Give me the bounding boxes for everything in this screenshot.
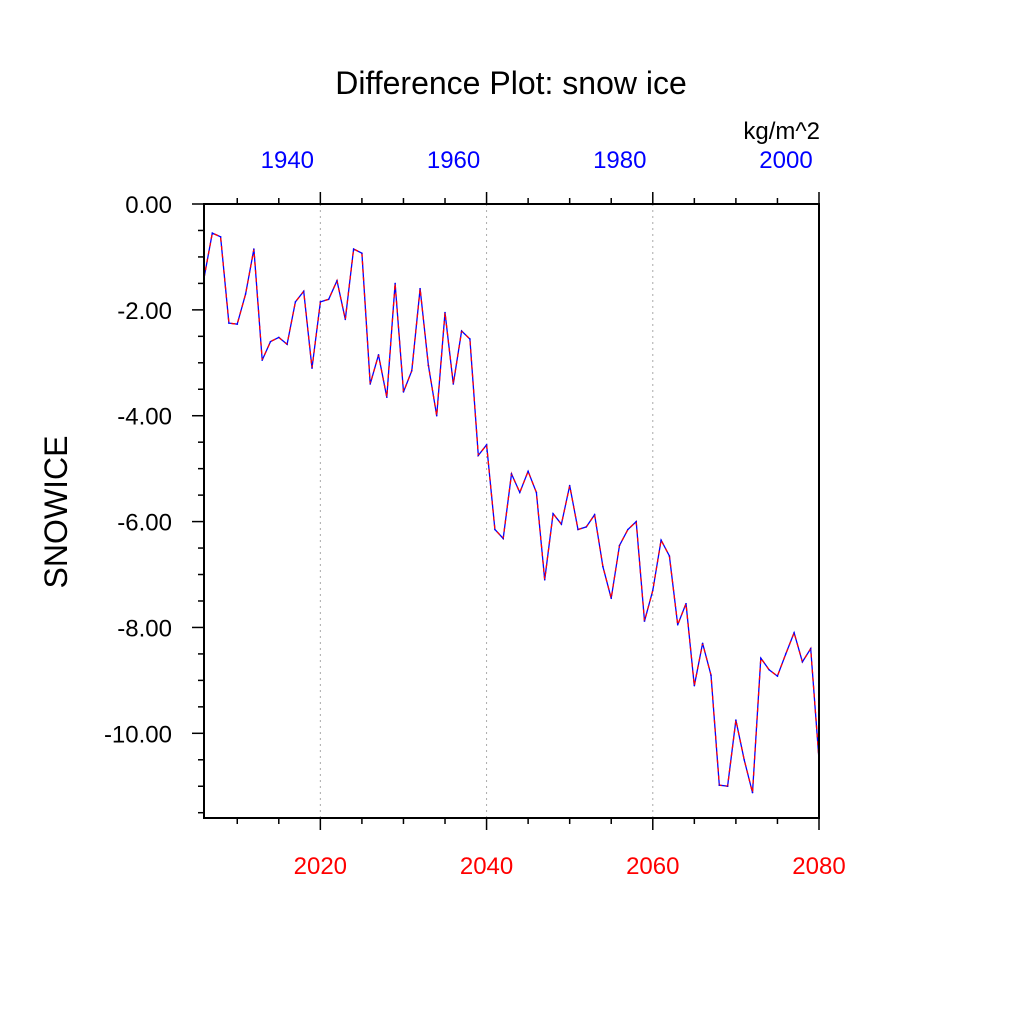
y-axis-label: SNOWICE xyxy=(38,436,74,589)
x-tick-label-top: 1940 xyxy=(261,147,314,174)
data-point xyxy=(494,528,496,531)
data-point xyxy=(319,301,322,303)
series-line-blue xyxy=(203,232,820,793)
data-point xyxy=(352,248,355,250)
data-point xyxy=(693,684,696,687)
data-point xyxy=(294,301,297,303)
data-point xyxy=(236,323,239,325)
data-point xyxy=(710,674,712,676)
data-point xyxy=(286,343,288,346)
data-point xyxy=(593,513,596,516)
data-point xyxy=(676,624,679,626)
plot-frame xyxy=(203,203,820,819)
data-point xyxy=(302,290,305,293)
data-point xyxy=(660,539,662,541)
data-point xyxy=(344,318,347,321)
data-point xyxy=(435,414,438,417)
x-tick-label-bottom: 2080 xyxy=(792,853,845,880)
y-tick-label: -8.00 xyxy=(117,615,172,642)
data-point xyxy=(643,620,646,622)
data-point xyxy=(535,491,538,494)
data-point xyxy=(718,784,721,786)
chart-title: Difference Plot: snow ice xyxy=(335,65,687,101)
y-tick-label: -10.00 xyxy=(104,721,172,748)
x-tick-label-bottom: 2040 xyxy=(460,853,513,880)
data-point xyxy=(336,279,338,282)
data-point xyxy=(502,537,504,540)
data-point xyxy=(685,602,687,605)
data-point xyxy=(452,383,455,385)
x-tick-label-top: 1960 xyxy=(427,147,480,174)
data-point xyxy=(219,236,222,238)
data-point xyxy=(784,653,787,655)
data-point xyxy=(809,647,812,650)
data-point xyxy=(277,336,280,339)
data-point xyxy=(743,758,746,761)
data-point xyxy=(568,484,571,487)
data-point xyxy=(327,298,330,301)
y-tick-label: -6.00 xyxy=(117,510,172,537)
x-tick-label-top: 1980 xyxy=(593,147,646,174)
x-tick-label-top: 2000 xyxy=(759,147,812,174)
data-point xyxy=(552,512,554,515)
series-layer xyxy=(203,232,820,794)
data-point xyxy=(543,579,546,581)
x-tick-label-bottom: 2020 xyxy=(294,853,347,880)
data-point xyxy=(701,642,704,645)
data-point xyxy=(801,661,804,663)
data-point xyxy=(377,354,380,356)
data-point xyxy=(577,528,579,531)
data-point xyxy=(419,287,421,290)
data-point xyxy=(618,544,621,547)
data-point xyxy=(311,367,313,369)
data-point xyxy=(527,470,529,473)
data-point xyxy=(651,589,654,592)
y-tick-label: 0.00 xyxy=(125,192,172,219)
data-point xyxy=(610,597,613,600)
data-point xyxy=(244,293,247,295)
series-line-red xyxy=(203,232,820,793)
data-point xyxy=(394,282,396,285)
grid-lines xyxy=(319,204,654,818)
data-point xyxy=(269,340,272,343)
data-point xyxy=(410,369,413,372)
data-point xyxy=(477,454,480,457)
data-point xyxy=(560,523,563,526)
data-point xyxy=(627,528,629,531)
data-point xyxy=(485,444,488,446)
data-point xyxy=(361,252,363,255)
data-point xyxy=(469,338,471,340)
data-point xyxy=(510,473,513,475)
data-point xyxy=(402,391,405,393)
data-point xyxy=(369,383,372,385)
data-point xyxy=(635,520,637,523)
y-tick-label: -2.00 xyxy=(117,298,172,325)
data-point xyxy=(751,791,754,794)
data-point xyxy=(668,555,671,557)
data-point xyxy=(735,719,737,721)
data-point xyxy=(726,785,729,788)
data-point xyxy=(585,526,588,528)
data-point xyxy=(253,248,255,250)
data-point xyxy=(211,232,214,234)
data-point xyxy=(444,311,446,314)
data-point xyxy=(228,322,230,324)
x-tick-label-bottom: 2060 xyxy=(626,853,679,880)
y-tick-label: -4.00 xyxy=(117,404,172,431)
data-point xyxy=(776,675,779,677)
data-point xyxy=(460,330,463,332)
data-point xyxy=(760,657,762,659)
data-point xyxy=(427,364,430,367)
data-point xyxy=(768,668,770,671)
units-label: kg/m^2 xyxy=(743,118,820,145)
ticks-layer: 2020 2040 2060 2080 1940 1960 1980 2000 0.00 -2.0… xyxy=(104,147,846,880)
data-point xyxy=(602,565,604,568)
data-point xyxy=(386,396,388,398)
data-point xyxy=(261,359,263,361)
data-point xyxy=(519,491,521,494)
data-point xyxy=(793,631,795,634)
